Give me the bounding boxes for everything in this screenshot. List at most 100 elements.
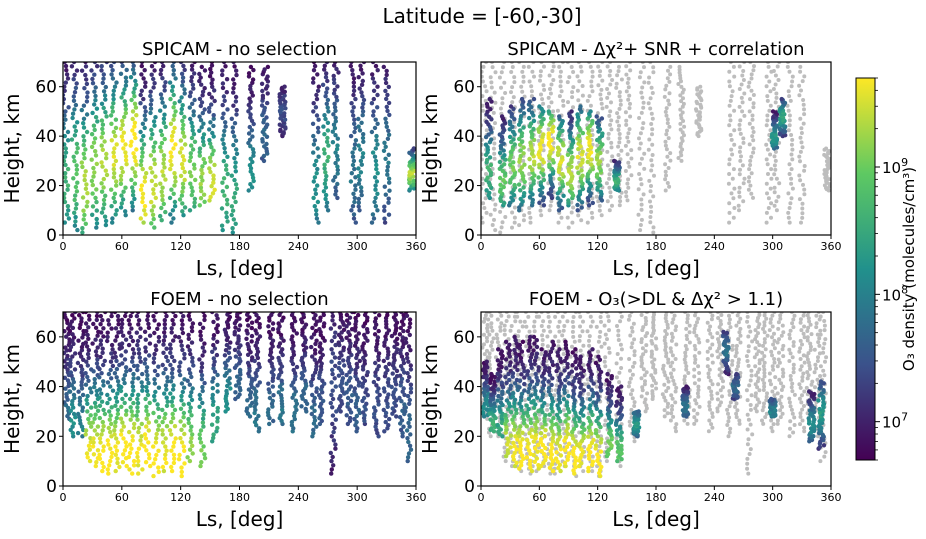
data-point (162, 121, 166, 125)
data-point (75, 120, 79, 124)
data-point (132, 124, 136, 128)
data-point (537, 201, 541, 205)
data-point (107, 372, 111, 376)
data-point (232, 156, 236, 160)
filtered-point (679, 128, 683, 132)
data-point (313, 204, 317, 208)
filtered-point (481, 201, 485, 205)
filtered-point (789, 133, 793, 137)
data-point (115, 457, 119, 461)
data-point (114, 118, 118, 122)
data-point (144, 338, 148, 342)
data-point (311, 428, 315, 432)
data-point (212, 163, 216, 167)
data-point (169, 188, 173, 192)
data-point (123, 186, 127, 190)
data-point (166, 400, 170, 404)
data-point (207, 138, 211, 142)
data-point (81, 405, 85, 409)
data-point (109, 188, 113, 192)
data-point (358, 64, 362, 68)
filtered-point (742, 141, 746, 145)
data-point (182, 449, 186, 453)
filtered-point (490, 348, 494, 352)
data-point (160, 186, 164, 190)
filtered-point (578, 315, 582, 319)
x-axis-label: Ls, [deg] (196, 256, 284, 280)
data-point (131, 339, 135, 343)
data-point (101, 206, 105, 210)
data-point (119, 353, 123, 357)
filtered-point (638, 75, 642, 79)
filtered-point (651, 117, 655, 121)
data-point (180, 162, 184, 166)
filtered-point (801, 202, 805, 206)
data-point (136, 376, 140, 380)
filtered-point (667, 185, 671, 189)
data-point (137, 426, 141, 430)
data-point (408, 432, 412, 436)
y-tick-label: 0 (46, 226, 57, 246)
data-point (98, 457, 102, 461)
data-point (94, 464, 98, 468)
data-point (94, 326, 98, 330)
data-point (127, 467, 131, 471)
data-point (208, 195, 212, 199)
data-point (173, 179, 177, 183)
filtered-point (538, 79, 542, 83)
filtered-point (742, 92, 746, 96)
data-point (315, 72, 319, 76)
data-point (135, 364, 139, 368)
filtered-point (767, 109, 771, 113)
filtered-point (789, 182, 793, 186)
data-point (148, 341, 152, 345)
filtered-point (528, 330, 532, 334)
data-point (106, 438, 110, 442)
data-point (152, 360, 156, 364)
data-point (484, 188, 488, 192)
data-point (151, 85, 155, 89)
filtered-point (539, 69, 543, 73)
filtered-point (772, 87, 776, 91)
data-point (387, 133, 391, 137)
data-point (130, 409, 134, 413)
data-point (138, 355, 142, 359)
filtered-point (513, 221, 517, 225)
data-point (211, 376, 215, 380)
filtered-point (581, 469, 585, 473)
data-point (72, 393, 76, 397)
data-point (191, 363, 195, 367)
data-point (199, 338, 203, 342)
filtered-point (728, 84, 732, 88)
data-point (116, 440, 120, 444)
filtered-point (562, 408, 566, 412)
data-point (130, 393, 134, 397)
data-point (231, 104, 235, 108)
data-point (324, 193, 328, 197)
data-point (330, 422, 334, 426)
filtered-point (751, 126, 755, 130)
filtered-point (797, 84, 801, 88)
filtered-point (532, 325, 536, 329)
filtered-point (605, 181, 609, 185)
data-point (136, 393, 140, 397)
filtered-point (800, 211, 804, 215)
data-point (231, 130, 235, 134)
filtered-point (499, 314, 503, 318)
filtered-point (591, 70, 595, 74)
data-point (169, 155, 173, 159)
filtered-point (557, 65, 561, 69)
data-point (382, 65, 386, 69)
data-point (170, 375, 174, 379)
data-point (325, 159, 329, 163)
filtered-point (679, 85, 683, 89)
filtered-point (561, 99, 565, 103)
data-point (93, 196, 97, 200)
filtered-point (787, 94, 791, 98)
data-point (551, 125, 555, 129)
filtered-point (667, 136, 671, 140)
data-point (108, 384, 112, 388)
data-point (73, 124, 77, 128)
data-point (131, 193, 135, 197)
